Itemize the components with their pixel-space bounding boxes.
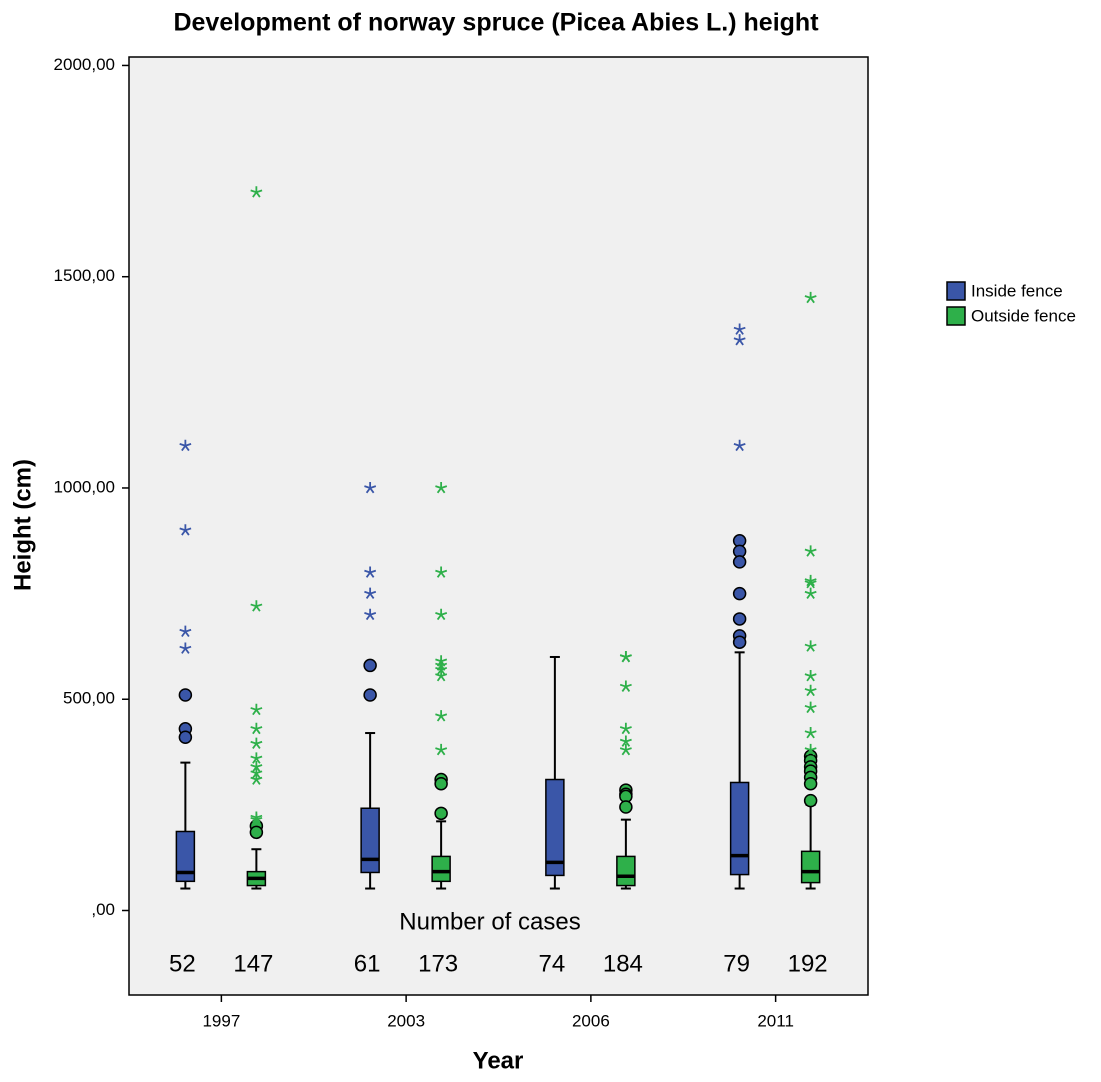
- outlier: [434, 806, 448, 821]
- case-count: 184: [603, 950, 643, 977]
- annotation: Number of cases: [399, 908, 580, 935]
- extreme: [435, 481, 448, 494]
- outlier: [178, 730, 193, 745]
- outlier: [803, 776, 818, 791]
- extreme: [435, 659, 448, 671]
- plot-area: [128, 56, 869, 996]
- box: [729, 781, 750, 876]
- extreme: [250, 737, 263, 749]
- extreme: [804, 587, 817, 599]
- extreme: [435, 608, 448, 621]
- extreme: [179, 439, 192, 452]
- extreme: [804, 684, 817, 697]
- case-count: 173: [418, 950, 458, 977]
- y-tick-label: 1500,00: [54, 266, 115, 285]
- case-count: 147: [233, 950, 273, 977]
- box: [431, 855, 451, 883]
- x-axis-label: Year: [473, 1047, 524, 1074]
- extreme: [435, 710, 448, 722]
- extreme: [435, 655, 448, 667]
- extreme: [179, 524, 192, 536]
- extreme: [435, 663, 448, 676]
- extreme: [250, 186, 263, 198]
- outlier: [249, 825, 264, 840]
- case-count: 52: [169, 950, 196, 977]
- case-count: 79: [723, 950, 750, 977]
- case-count: 61: [354, 950, 381, 977]
- extreme: [804, 291, 817, 304]
- case-count: 74: [539, 950, 566, 977]
- y-axis-label: Height (cm): [9, 459, 36, 591]
- extreme: [804, 727, 817, 739]
- y-tick-label: 2000,00: [54, 55, 115, 74]
- extreme: [435, 566, 448, 578]
- box: [616, 855, 636, 887]
- extreme: [804, 640, 817, 652]
- outlier: [732, 586, 747, 601]
- extreme: [619, 722, 632, 735]
- extreme: [804, 669, 817, 682]
- extreme: [804, 545, 817, 557]
- x-tick-label: 2003: [387, 1011, 425, 1030]
- extreme: [364, 587, 377, 599]
- legend-swatch: [946, 281, 966, 301]
- extreme: [619, 680, 632, 692]
- extreme: [619, 650, 632, 663]
- box: [545, 778, 565, 877]
- outlier: [732, 635, 747, 649]
- x-tick-label: 2006: [572, 1011, 610, 1030]
- extreme: [435, 669, 448, 682]
- outlier: [363, 658, 377, 673]
- box: [360, 807, 380, 874]
- case-count: 192: [788, 950, 828, 977]
- extreme: [250, 752, 263, 764]
- y-tick-label: ,00: [91, 900, 115, 919]
- extreme: [619, 743, 632, 756]
- outlier: [363, 688, 377, 702]
- outlier: [732, 612, 747, 626]
- legend-label: Inside fence: [971, 281, 1063, 300]
- extreme: [250, 773, 263, 785]
- outlier: [434, 776, 448, 791]
- y-tick-label: 500,00: [63, 689, 115, 708]
- extreme: [250, 600, 263, 612]
- x-tick-label: 1997: [202, 1011, 240, 1030]
- extreme: [364, 608, 377, 621]
- outlier: [732, 555, 747, 569]
- extreme: [250, 703, 263, 716]
- extreme: [804, 701, 817, 714]
- x-tick-label: 2011: [757, 1011, 794, 1030]
- extreme: [619, 735, 632, 747]
- outlier: [803, 793, 818, 808]
- extreme: [179, 625, 192, 638]
- box: [175, 830, 196, 883]
- extreme: [733, 334, 746, 346]
- extreme: [250, 760, 263, 773]
- extreme: [804, 743, 817, 756]
- chart-title: Development of norway spruce (Picea Abie…: [173, 9, 819, 37]
- extreme: [435, 743, 448, 756]
- extreme: [733, 323, 746, 335]
- extreme: [250, 722, 263, 735]
- y-tick-label: 1000,00: [54, 477, 115, 496]
- box: [800, 850, 821, 884]
- outlier: [178, 688, 193, 702]
- legend-label: Outside fence: [971, 306, 1076, 325]
- legend-swatch: [946, 306, 966, 326]
- outlier: [619, 800, 633, 814]
- extreme: [250, 813, 263, 826]
- extreme: [733, 439, 746, 452]
- extreme: [179, 642, 192, 654]
- extreme: [364, 566, 377, 578]
- extreme: [250, 767, 263, 779]
- extreme: [804, 577, 817, 589]
- extreme: [364, 481, 377, 494]
